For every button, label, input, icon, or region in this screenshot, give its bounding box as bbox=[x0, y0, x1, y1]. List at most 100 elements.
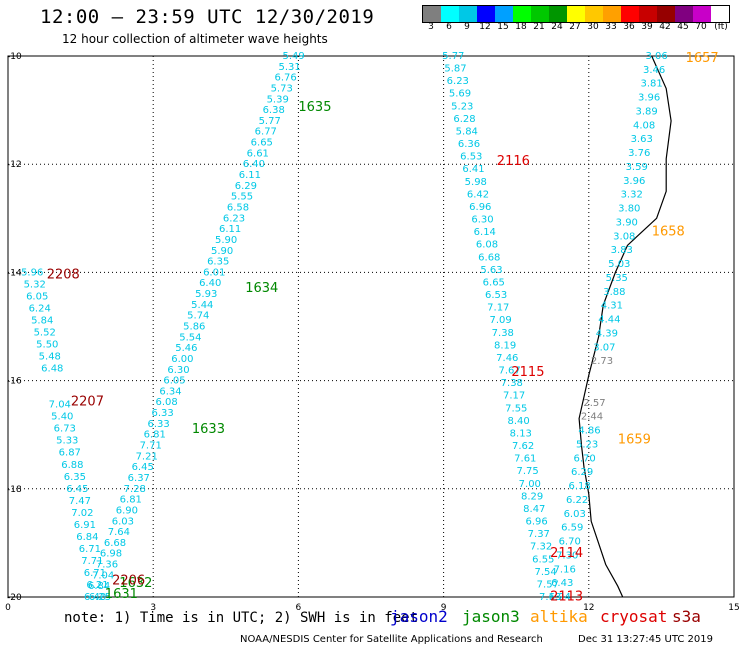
colorbar-label: 3 bbox=[428, 22, 434, 32]
wave-height-value: 7.38 bbox=[501, 378, 523, 389]
wave-height-value: 6.40 bbox=[243, 159, 265, 170]
wave-height-value: 6.68 bbox=[478, 252, 500, 263]
colorbar-swatch bbox=[693, 6, 711, 22]
wave-height-value: 6.23 bbox=[447, 76, 469, 87]
wave-height-value: 5.44 bbox=[191, 300, 213, 311]
wave-height-value: 7.30 bbox=[556, 550, 578, 561]
y-tick-label: -14 bbox=[7, 268, 22, 278]
wave-height-value: 7.00 bbox=[519, 479, 541, 490]
wave-height-value: 7.16 bbox=[554, 564, 576, 575]
wave-height-value: 7.13 bbox=[539, 592, 561, 603]
map-grid bbox=[7, 55, 735, 598]
colorbar-label: 33 bbox=[605, 22, 617, 32]
pass-time-label: 2206 bbox=[112, 573, 145, 588]
wave-height-value: 5.96 bbox=[21, 267, 43, 278]
wave-height-value: 6.22 bbox=[566, 495, 588, 506]
legend-cryosat: cryosat bbox=[600, 607, 668, 626]
wave-height-value: 5.49 bbox=[282, 51, 304, 62]
wave-height-value: 7.54 bbox=[534, 567, 556, 578]
colorbar-swatch bbox=[441, 6, 459, 22]
wave-height-value: 6.29 bbox=[235, 181, 257, 192]
wave-height-value: 6.36 bbox=[458, 139, 480, 150]
pass-time-label: 1635 bbox=[298, 100, 331, 115]
x-tick-label: 9 bbox=[441, 603, 447, 613]
pass-time-label: 1659 bbox=[618, 433, 651, 448]
wave-height-value: 6.08 bbox=[476, 240, 498, 251]
coastline-path bbox=[578, 55, 672, 598]
wave-height-value: 3.90 bbox=[616, 218, 638, 229]
wave-height-value: 6.71 bbox=[79, 544, 101, 555]
wave-height-value: 7.09 bbox=[489, 315, 511, 326]
wave-height-value: 6.96 bbox=[469, 202, 491, 213]
pass-time-label: 2208 bbox=[47, 268, 80, 283]
wave-height-value: 8.40 bbox=[507, 416, 529, 427]
wave-height-value: 3.07 bbox=[593, 342, 615, 353]
wave-height-value: 7.62 bbox=[512, 441, 534, 452]
wave-height-value: 6.91 bbox=[74, 520, 96, 531]
wave-height-value: 5.54 bbox=[179, 332, 201, 343]
credit-text: NOAA/NESDIS Center for Satellite Applica… bbox=[240, 634, 543, 645]
wave-height-value: 6.37 bbox=[128, 473, 150, 484]
wave-height-value: 8.29 bbox=[521, 491, 543, 502]
wave-height-value: 5.90 bbox=[215, 235, 237, 246]
pass-time-label: 1631 bbox=[105, 587, 138, 602]
wave-height-value: 6.81 bbox=[144, 430, 166, 441]
colorbar-swatch bbox=[567, 6, 585, 22]
wave-height-value: 6.35 bbox=[207, 257, 229, 268]
pass-time-label: 1658 bbox=[652, 224, 685, 239]
x-tick-label: 0 bbox=[5, 603, 11, 613]
wave-height-value: 6.68 bbox=[104, 538, 126, 549]
wave-height-value: 6.40 bbox=[84, 592, 106, 603]
colorbar-swatch bbox=[639, 6, 657, 22]
wave-height-value: 6.42 bbox=[467, 189, 489, 200]
colorbar-label: 30 bbox=[587, 22, 599, 32]
wave-height-value: 5.73 bbox=[271, 84, 293, 95]
wave-height-value: 6.65 bbox=[483, 278, 505, 289]
wave-height-value: 7.02 bbox=[71, 508, 93, 519]
wave-height-value: 6.01 bbox=[203, 267, 225, 278]
wave-height-value: 3.80 bbox=[618, 204, 640, 215]
wave-height-value: 6.11 bbox=[239, 170, 261, 181]
colorbar-swatch bbox=[459, 6, 477, 22]
y-tick-label: -16 bbox=[7, 377, 22, 387]
colorbar-labels: 3 6 9 12 15 18 21 24 27 30 33 36 39 42 45 70 (ft) bbox=[422, 22, 740, 34]
wave-height-value: 6.24 bbox=[549, 592, 571, 603]
wave-height-value: 8.13 bbox=[510, 428, 532, 439]
wave-height-value: 5.63 bbox=[480, 265, 502, 276]
wave-height-value: 7.37 bbox=[528, 529, 550, 540]
map-title: 12:00 – 23:59 UTC 12/30/2019 bbox=[40, 6, 375, 28]
wave-height-value: 6.90 bbox=[116, 505, 138, 516]
wave-height-value: 5.86 bbox=[183, 322, 205, 333]
wave-height-value: 6.33 bbox=[147, 419, 169, 430]
colorbar-label: 27 bbox=[569, 22, 581, 32]
wave-height-value: 7.04 bbox=[49, 400, 71, 411]
wave-height-value: 6.96 bbox=[525, 517, 547, 528]
wave-height-value: 6.65 bbox=[251, 138, 273, 149]
satellite-tracks: 5.495.316.765.735.396.385.776.776.656.61… bbox=[21, 51, 668, 603]
pass-time-label: 1634 bbox=[245, 281, 278, 296]
wave-height-value: 6.11 bbox=[219, 224, 241, 235]
wave-height-value: 2.57 bbox=[583, 398, 605, 409]
pass-time-label: 2115 bbox=[511, 365, 544, 380]
axis-ticks: 0 3 6 9 12 15 -10 -12 -14 -16 -18 -20 bbox=[5, 52, 740, 613]
wave-height-value: 2.44 bbox=[581, 412, 603, 423]
timestamp-text: Dec 31 13:27:45 UTC 2019 bbox=[578, 634, 713, 645]
wave-height-value: 7.32 bbox=[530, 542, 552, 553]
pass-time-label: 1657 bbox=[686, 51, 719, 66]
colorbar-swatch bbox=[477, 6, 495, 22]
wave-height-value: 5.74 bbox=[187, 311, 209, 322]
pass-time-label: 2114 bbox=[550, 546, 583, 561]
wave-height-value: 6.40 bbox=[199, 278, 221, 289]
wave-height-value: 6.38 bbox=[263, 105, 285, 116]
wave-height-value: 6.88 bbox=[61, 460, 83, 471]
wave-height-value: 3.32 bbox=[621, 190, 643, 201]
wave-height-value: 3.96 bbox=[623, 176, 645, 187]
wave-height-value: 5.69 bbox=[449, 89, 471, 100]
wave-height-value: 5.03 bbox=[608, 259, 630, 270]
colorbar-label: 6 bbox=[446, 22, 452, 32]
wave-height-value: 3.06 bbox=[645, 51, 667, 62]
wave-height-value: 6.35 bbox=[64, 472, 86, 483]
wave-height-value: 6.53 bbox=[460, 152, 482, 163]
map-frame bbox=[7, 55, 735, 598]
